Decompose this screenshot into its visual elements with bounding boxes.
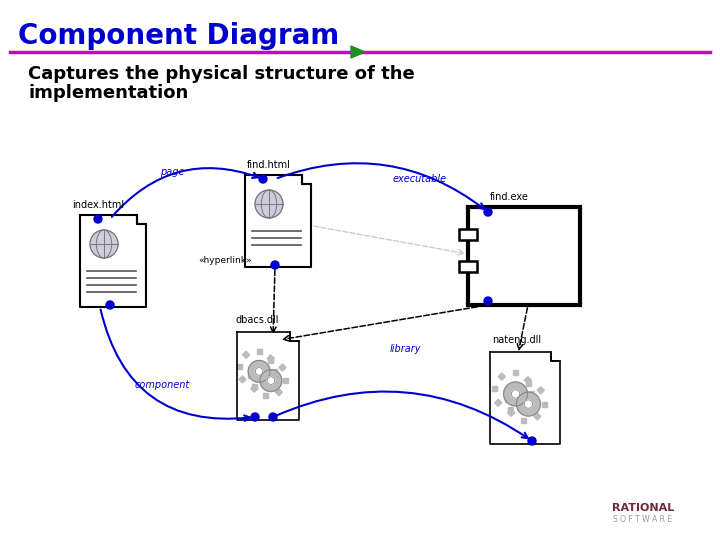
Bar	[492, 387, 497, 392]
Bar	[275, 389, 282, 396]
Polygon shape	[237, 332, 299, 420]
Bar	[271, 369, 276, 374]
Bar	[495, 399, 502, 406]
Polygon shape	[245, 175, 311, 267]
Text: library: library	[390, 344, 421, 354]
Bar	[267, 355, 274, 362]
Bar	[279, 364, 286, 371]
Bar	[251, 384, 256, 389]
Bar	[269, 358, 274, 363]
Circle shape	[106, 301, 114, 309]
Bar	[459, 228, 477, 240]
Bar	[251, 385, 258, 392]
Bar	[542, 402, 547, 407]
Circle shape	[259, 175, 267, 183]
Text: nateng.dll: nateng.dll	[492, 335, 541, 345]
Bar	[521, 403, 528, 410]
Circle shape	[267, 377, 275, 384]
Bar	[243, 351, 250, 359]
Bar	[508, 409, 515, 416]
Circle shape	[94, 215, 102, 223]
Text: find.exe: find.exe	[490, 192, 529, 202]
Polygon shape	[80, 215, 146, 307]
Bar	[508, 407, 513, 413]
Circle shape	[484, 208, 492, 216]
Bar	[513, 370, 518, 375]
Text: dbacs.dll: dbacs.dll	[235, 315, 279, 325]
Bar	[459, 261, 477, 272]
Text: page: page	[160, 167, 184, 177]
Text: S O F T W A R E: S O F T W A R E	[613, 515, 672, 524]
Bar	[283, 378, 288, 383]
Text: «hyperlink»: «hyperlink»	[198, 256, 251, 265]
Text: executable: executable	[393, 174, 447, 184]
Circle shape	[511, 390, 520, 398]
Bar	[264, 380, 271, 387]
Circle shape	[251, 413, 259, 421]
Bar	[534, 413, 541, 420]
Bar	[256, 349, 261, 354]
Circle shape	[90, 230, 118, 258]
Bar	[505, 396, 510, 402]
Bar	[254, 361, 261, 368]
Circle shape	[248, 361, 270, 382]
Circle shape	[255, 190, 283, 218]
Bar	[498, 373, 505, 380]
Text: RATIONAL: RATIONAL	[612, 503, 674, 513]
Circle shape	[484, 297, 492, 305]
Polygon shape	[490, 352, 560, 444]
Text: implementation: implementation	[28, 84, 188, 102]
Text: find.html: find.html	[247, 160, 291, 170]
Text: Captures the physical structure of the: Captures the physical structure of the	[28, 65, 415, 83]
Circle shape	[524, 400, 533, 408]
Bar	[511, 383, 518, 390]
Circle shape	[271, 261, 279, 269]
Circle shape	[503, 382, 528, 406]
Circle shape	[516, 392, 541, 416]
Bar	[521, 417, 526, 422]
Bar	[248, 373, 253, 378]
Text: Component Diagram: Component Diagram	[18, 22, 339, 50]
Circle shape	[528, 437, 536, 445]
Bar	[237, 364, 242, 369]
Bar	[526, 381, 531, 386]
Circle shape	[256, 368, 263, 375]
Text: component: component	[135, 380, 190, 390]
Circle shape	[260, 370, 282, 392]
Polygon shape	[351, 46, 365, 58]
Bar	[264, 393, 269, 398]
Bar	[468, 207, 580, 305]
Bar	[529, 392, 534, 396]
Text: index.html: index.html	[72, 200, 124, 210]
Bar	[239, 376, 246, 383]
Bar	[524, 376, 531, 384]
Bar	[537, 387, 544, 394]
Circle shape	[269, 413, 277, 421]
